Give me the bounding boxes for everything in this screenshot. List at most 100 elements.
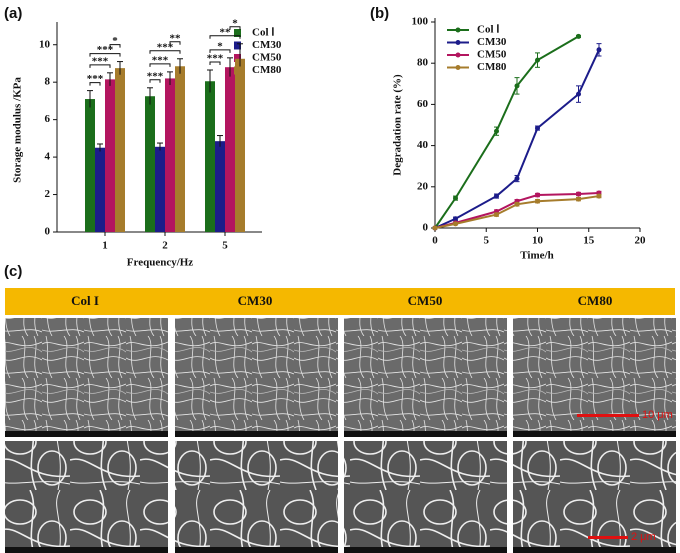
line xyxy=(434,35,580,229)
y-axis-label: Storage modulus /KPa xyxy=(12,77,24,183)
significance-label: *** xyxy=(207,53,224,65)
legend-label: CM50 xyxy=(252,52,282,64)
sem-image xyxy=(344,441,507,553)
legend-swatch xyxy=(234,41,241,50)
significance-label: * xyxy=(112,35,118,47)
x-tick-label: 15 xyxy=(583,235,595,247)
significance-bracket xyxy=(169,41,181,45)
sem-image xyxy=(513,441,676,553)
significance-label: ** xyxy=(170,32,182,44)
point xyxy=(494,128,499,134)
point xyxy=(514,83,520,89)
point xyxy=(453,216,458,222)
significance-bracket xyxy=(89,53,121,57)
significance-label: *** xyxy=(147,70,164,82)
y-tick-label: 2 xyxy=(45,188,51,200)
point xyxy=(494,212,499,218)
y-tick-label: 20 xyxy=(417,180,429,192)
column-header: CM80 xyxy=(578,293,613,308)
significance-bracket xyxy=(109,44,121,48)
bar xyxy=(175,66,185,232)
sem-image xyxy=(5,318,168,437)
x-tick-label: 5 xyxy=(484,235,490,247)
bar xyxy=(105,79,115,232)
legend-label: CM80 xyxy=(477,61,507,73)
point xyxy=(535,57,540,63)
significance-label: *** xyxy=(97,44,114,56)
y-tick-label: 0 xyxy=(45,226,51,238)
header-band xyxy=(5,288,675,315)
bar xyxy=(155,146,165,232)
significance-label: *** xyxy=(152,54,169,66)
scale-bar-label: 10 μm xyxy=(642,409,673,421)
scale-bar xyxy=(588,536,628,539)
significance-bracket xyxy=(89,82,101,86)
panel-label: (c) xyxy=(4,263,22,280)
significance-label: * xyxy=(232,17,238,29)
y-tick-label: 0 xyxy=(423,222,429,234)
bar xyxy=(205,81,215,232)
legend-marker xyxy=(455,52,461,58)
sem-image xyxy=(175,318,338,437)
bar xyxy=(115,68,125,233)
y-tick-label: 80 xyxy=(417,57,429,69)
y-tick-label: 10 xyxy=(39,38,51,50)
point xyxy=(596,193,602,199)
point xyxy=(576,191,581,197)
legend-marker xyxy=(455,65,461,70)
x-tick-label: 0 xyxy=(432,235,438,247)
legend-label: CM30 xyxy=(252,39,282,51)
y-tick-label: 4 xyxy=(45,151,51,163)
legend-label: Col Ⅰ xyxy=(252,27,275,39)
significance-label: *** xyxy=(92,55,109,67)
point xyxy=(514,176,520,182)
significance-bracket xyxy=(229,26,241,30)
significance-label: ** xyxy=(220,26,232,38)
point xyxy=(576,196,581,202)
significance-bracket xyxy=(209,61,221,66)
bar xyxy=(225,67,235,232)
column-header: Col I xyxy=(71,293,99,308)
point xyxy=(535,125,540,131)
x-axis-label: Frequency/Hz xyxy=(127,257,194,269)
legend-label: CM80 xyxy=(252,64,282,76)
bar xyxy=(165,78,175,232)
y-tick-label: 40 xyxy=(417,139,429,151)
point xyxy=(576,91,581,97)
point xyxy=(514,201,520,207)
x-tick-label: 20 xyxy=(635,235,647,247)
significance-bracket xyxy=(149,79,161,83)
point xyxy=(535,198,540,204)
y-tick-label: 8 xyxy=(45,76,51,88)
panel-label: (a) xyxy=(4,5,22,22)
legend-swatch xyxy=(234,66,241,75)
point xyxy=(535,192,540,198)
significance-label: *** xyxy=(87,73,104,85)
point xyxy=(432,225,438,231)
scale-bar xyxy=(577,414,639,417)
point xyxy=(453,195,458,201)
x-axis-label: Time/h xyxy=(520,250,553,262)
point xyxy=(453,221,458,227)
sem-image xyxy=(344,318,507,437)
sem-image xyxy=(513,318,676,437)
legend-marker xyxy=(455,27,461,33)
legend-marker xyxy=(455,40,461,45)
bar xyxy=(145,96,155,233)
point xyxy=(494,193,499,199)
point xyxy=(576,33,581,39)
bar xyxy=(95,147,105,232)
x-tick-label: 10 xyxy=(532,235,544,247)
significance-bracket xyxy=(209,49,231,53)
y-tick-label: 6 xyxy=(45,113,51,125)
legend-label: CM30 xyxy=(477,36,507,48)
column-header: CM30 xyxy=(238,293,273,308)
y-tick-label: 100 xyxy=(412,16,429,28)
legend-label: Col Ⅰ xyxy=(477,24,500,36)
sem-images xyxy=(5,318,676,553)
significance-bracket xyxy=(89,64,111,68)
sem-image xyxy=(5,441,168,553)
bar xyxy=(85,99,95,232)
legend-label: CM50 xyxy=(477,49,507,61)
